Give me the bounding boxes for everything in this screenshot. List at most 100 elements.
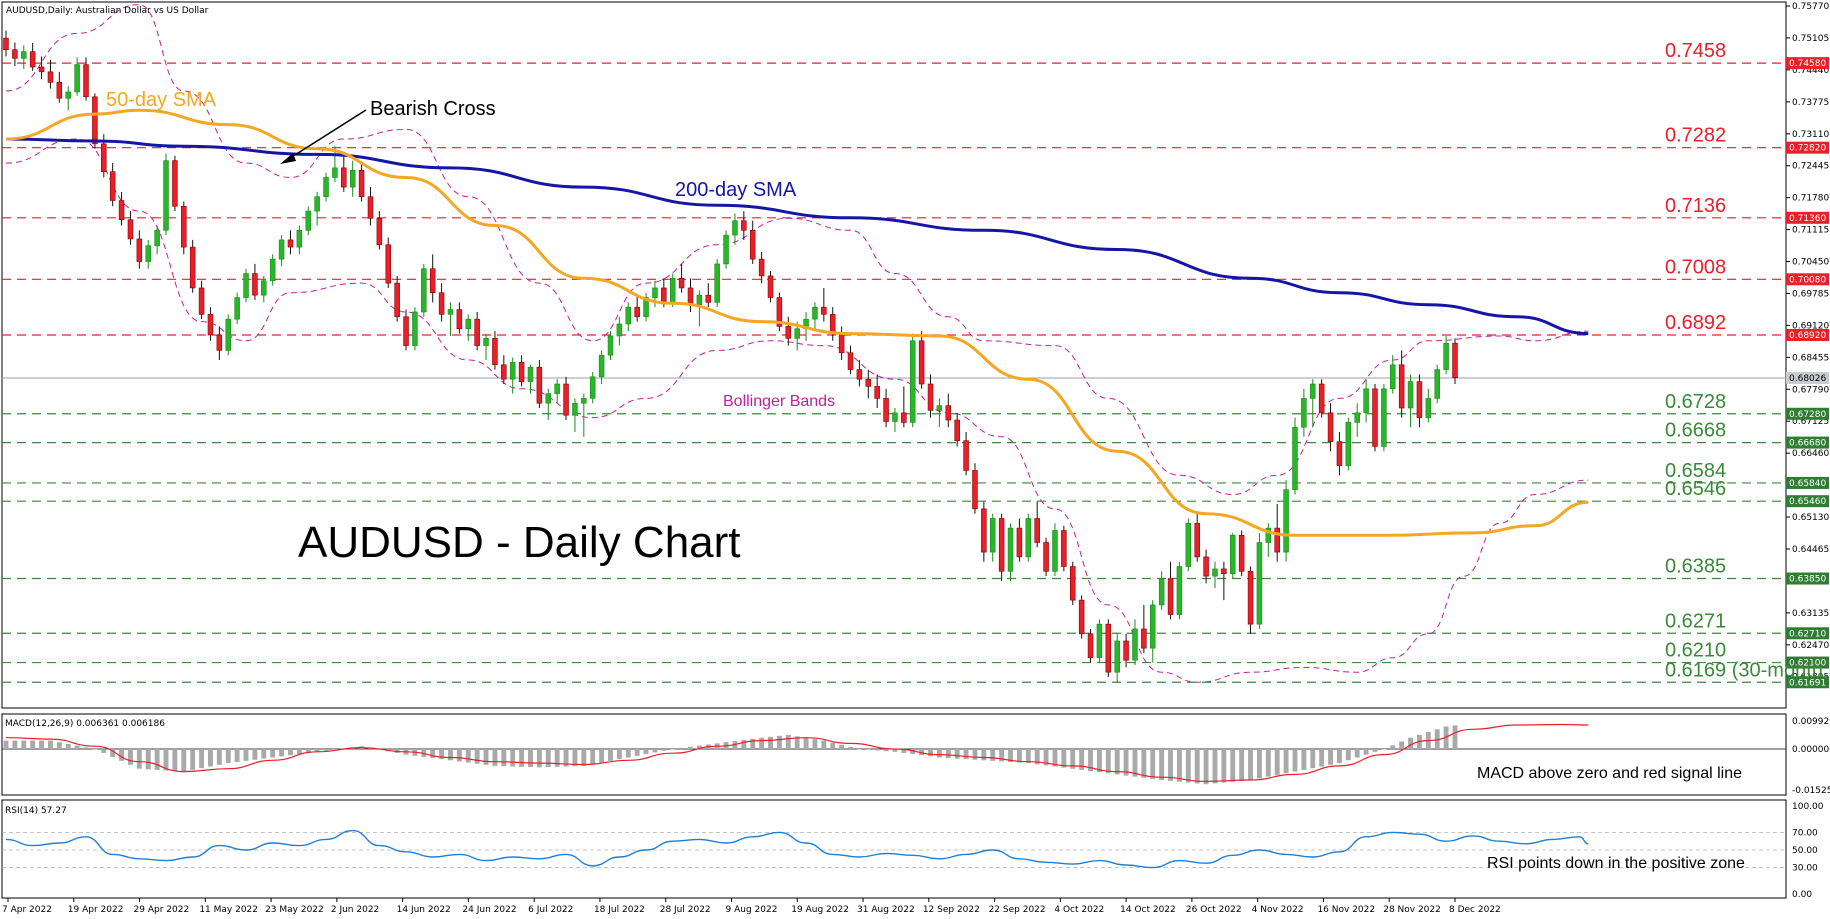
candle-body bbox=[358, 169, 365, 197]
candle-body bbox=[892, 412, 898, 422]
macd-bar bbox=[581, 749, 587, 766]
macd-bar bbox=[688, 746, 693, 750]
macd-bar bbox=[1008, 749, 1013, 762]
candle-body bbox=[661, 287, 667, 303]
macd-bar bbox=[856, 749, 862, 750]
candle-body bbox=[296, 230, 303, 248]
candle-body bbox=[527, 366, 534, 382]
candle-body bbox=[1416, 381, 1423, 418]
macd-bar bbox=[270, 749, 276, 758]
macd-bar bbox=[430, 749, 436, 759]
macd-bar bbox=[848, 746, 853, 750]
level-tag bbox=[1786, 273, 1829, 286]
sma50-label: 50-day SMA bbox=[106, 89, 217, 111]
date-tick-label: 8 Dec 2022 bbox=[1449, 905, 1501, 915]
price-tick-label: 0.63135 bbox=[1792, 609, 1829, 619]
macd-bar bbox=[625, 749, 631, 758]
macd-bar bbox=[163, 749, 169, 771]
macd-bar bbox=[634, 749, 640, 756]
macd-bar bbox=[154, 749, 160, 770]
level-label: 0.7458 bbox=[1665, 40, 1726, 62]
macd-axis-label: 0.009929 bbox=[1792, 717, 1830, 727]
macd-bar bbox=[519, 749, 525, 767]
macd-bar bbox=[865, 749, 871, 750]
macd-bar bbox=[1132, 749, 1138, 777]
rsi-line bbox=[5, 829, 1589, 869]
current-price-label: 0.68026 bbox=[1789, 374, 1826, 384]
level-tag-label: 0.70080 bbox=[1789, 275, 1826, 285]
candle-body bbox=[1194, 522, 1200, 558]
macd-bar bbox=[1168, 749, 1173, 781]
macd-bar bbox=[181, 749, 187, 772]
macd-bar bbox=[670, 749, 676, 750]
date-tick-label: 12 Sep 2022 bbox=[923, 905, 980, 915]
macd-bar bbox=[554, 749, 560, 767]
level-label: 0.6668 bbox=[1665, 420, 1726, 442]
macd-bar bbox=[1292, 749, 1298, 772]
macd-bar bbox=[1283, 749, 1289, 774]
macd-bar bbox=[1043, 749, 1049, 766]
macd-bar bbox=[1381, 749, 1387, 750]
rsi-axis-label: 0.00 bbox=[1792, 890, 1812, 900]
date-tick-label: 28 Jul 2022 bbox=[660, 905, 711, 915]
macd-signal-line bbox=[5, 723, 1589, 783]
price-tick-label: 0.65130 bbox=[1792, 513, 1829, 523]
macd-bar bbox=[528, 749, 533, 768]
level-tag-label: 0.72820 bbox=[1789, 144, 1826, 154]
macd-bar bbox=[1194, 749, 1200, 784]
date-axis: 7 Apr 2022 19 Apr 2022 29 Apr 2022 11 May 2… bbox=[2, 898, 1501, 915]
level-tag-label: 0.67280 bbox=[1789, 410, 1826, 420]
macd-bar bbox=[243, 749, 249, 761]
macd-bar bbox=[1079, 749, 1085, 770]
candle-body bbox=[669, 278, 676, 303]
macd-bar bbox=[1203, 749, 1209, 785]
price-tick-label: 0.73775 bbox=[1792, 98, 1829, 108]
macd-bar bbox=[768, 736, 773, 750]
date-tick-label: 9 Aug 2022 bbox=[726, 905, 778, 915]
candle-body bbox=[989, 518, 996, 553]
macd-bar bbox=[599, 749, 605, 763]
candle-body bbox=[1007, 527, 1014, 572]
rsi-axis-label: 100.00 bbox=[1792, 802, 1824, 812]
macd-bar bbox=[1301, 749, 1307, 770]
level-tag-label: 0.65460 bbox=[1789, 497, 1826, 507]
candle-body bbox=[749, 230, 756, 260]
candle-body bbox=[474, 318, 480, 346]
candle-body bbox=[367, 196, 374, 219]
macd-bar bbox=[892, 749, 898, 752]
candle-body bbox=[376, 217, 383, 246]
candle-body bbox=[741, 220, 747, 231]
macd-panel bbox=[1, 713, 1787, 796]
rsi-axis-label: 70.00 bbox=[1792, 828, 1818, 838]
macd-bar bbox=[999, 749, 1005, 762]
macd-bar bbox=[39, 740, 45, 750]
candle-body bbox=[554, 383, 560, 394]
macd-bar bbox=[830, 742, 836, 750]
macd-bar bbox=[261, 749, 267, 759]
macd-bar bbox=[874, 749, 880, 751]
macd-bar bbox=[1274, 749, 1280, 775]
rsi-axis-label: 50.00 bbox=[1792, 846, 1818, 856]
macd-bar bbox=[679, 747, 685, 750]
candle-body bbox=[118, 200, 125, 221]
candle-body bbox=[109, 171, 116, 201]
candle-body bbox=[1292, 426, 1298, 490]
candle-body bbox=[172, 160, 178, 207]
date-tick-label: 31 Aug 2022 bbox=[857, 905, 915, 915]
macd-bar bbox=[30, 740, 36, 750]
candle-body bbox=[1212, 568, 1218, 577]
candle-body bbox=[1061, 530, 1067, 567]
candle-body bbox=[38, 66, 45, 73]
macd-bar bbox=[305, 749, 311, 753]
macd-bar bbox=[21, 740, 27, 750]
candle-body bbox=[1336, 441, 1343, 466]
level-tag-label: 0.63850 bbox=[1789, 575, 1826, 585]
candle-body bbox=[269, 258, 276, 282]
date-tick-label: 7 Apr 2022 bbox=[2, 905, 52, 915]
candle-body bbox=[314, 196, 320, 212]
bollinger-label: Bollinger Bands bbox=[723, 393, 835, 410]
date-tick-label: 4 Nov 2022 bbox=[1252, 905, 1304, 915]
macd-bar bbox=[590, 749, 596, 765]
candle-body bbox=[483, 338, 489, 346]
macd-bar bbox=[128, 749, 133, 765]
